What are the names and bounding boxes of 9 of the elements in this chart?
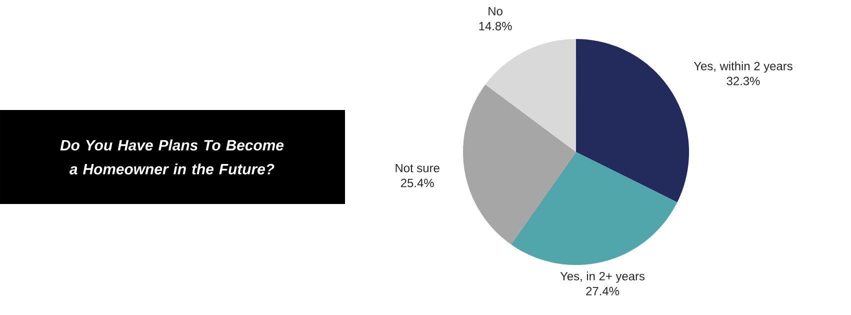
data-label: 14.8%: [479, 22, 512, 30]
slice-label: No: [488, 7, 502, 16]
slice-label: Yes, in 2+ years: [560, 272, 645, 283]
data-label: 32.3%: [726, 76, 760, 86]
slice-label: Yes, within 2 years: [694, 62, 792, 73]
slice-label: Not sure: [396, 164, 440, 172]
data-label: 27.4%: [586, 286, 620, 296]
data-label: 25.4%: [400, 178, 434, 188]
text: Do You Have Plans To Become a Homeowner in the Future?: [60, 140, 284, 174]
